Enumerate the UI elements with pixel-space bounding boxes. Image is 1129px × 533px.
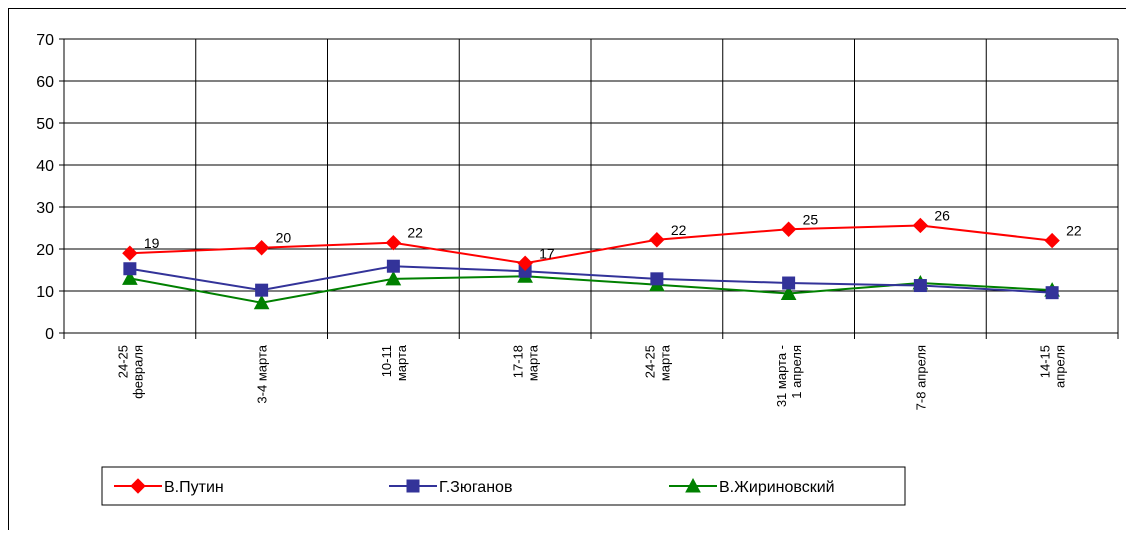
series-layer bbox=[122, 217, 1060, 310]
data-point bbox=[1045, 286, 1059, 300]
data-point bbox=[1044, 232, 1060, 249]
legend-label: В.Жириновский bbox=[719, 479, 835, 496]
chart-frame: 0 10 20 30 40 50 60 70 24-25 февраля 3-4 марта 10-1… bbox=[8, 8, 1126, 530]
data-point bbox=[650, 272, 664, 286]
x-tick-label: апреля bbox=[1053, 345, 1068, 388]
data-label: 19 bbox=[144, 235, 160, 251]
x-tick-label: 17-18 bbox=[511, 345, 526, 378]
x-tick-label: февраля bbox=[130, 345, 145, 399]
legend-item: В.Жириновский bbox=[669, 477, 835, 496]
legend-item: В.Путин bbox=[114, 478, 224, 496]
x-tick-label: марта bbox=[657, 344, 672, 381]
data-point bbox=[122, 270, 138, 285]
data-label-layer: 19 20 22 17 22 25 26 22 bbox=[144, 207, 1082, 261]
y-tick-label: 50 bbox=[36, 116, 54, 133]
legend-label: В.Путин bbox=[164, 479, 224, 496]
x-tick-label: 3-4 марта bbox=[255, 344, 270, 403]
data-point bbox=[780, 221, 797, 237]
data-point bbox=[253, 240, 270, 256]
x-tick-label: 31 марта - bbox=[774, 345, 789, 407]
x-tick-label: 7-8 апреля bbox=[913, 345, 928, 410]
x-tick-label: 24-25 bbox=[642, 345, 657, 378]
data-label: 22 bbox=[407, 225, 423, 241]
series-line bbox=[129, 224, 1053, 265]
data-point bbox=[913, 279, 927, 293]
data-point bbox=[253, 294, 270, 310]
legend-box bbox=[101, 466, 906, 506]
data-point bbox=[649, 232, 665, 248]
data-point bbox=[385, 270, 402, 286]
data-point bbox=[255, 283, 269, 297]
data-point bbox=[385, 234, 402, 251]
data-label: 20 bbox=[276, 230, 292, 246]
legend-item: Г.Зюганов bbox=[389, 479, 512, 496]
data-point bbox=[386, 259, 400, 273]
legend-label: Г.Зюганов bbox=[439, 479, 512, 496]
data-point bbox=[122, 245, 138, 261]
legend-swatch-marker bbox=[406, 479, 420, 493]
x-tick-label: 1 апреля bbox=[789, 345, 804, 399]
legend-swatch-marker bbox=[685, 477, 701, 493]
x-tick-label: марта bbox=[394, 344, 409, 381]
legend: В.Путин Г.Зюганов В.Жириновский bbox=[101, 466, 906, 506]
x-tick-label: 24-25 bbox=[115, 345, 130, 378]
grid-layer bbox=[63, 38, 1119, 334]
x-tick-label: 10-11 bbox=[379, 345, 394, 377]
data-label: 26 bbox=[934, 207, 950, 223]
data-point bbox=[517, 255, 533, 271]
y-tick-label: 70 bbox=[36, 32, 54, 49]
y-tick-label: 10 bbox=[36, 284, 54, 301]
data-label: 25 bbox=[803, 211, 819, 227]
data-point bbox=[123, 262, 137, 276]
data-label: 22 bbox=[1066, 223, 1082, 239]
series-1 bbox=[123, 259, 1059, 300]
data-point bbox=[780, 285, 797, 301]
series-0 bbox=[122, 217, 1060, 271]
y-tick-label: 30 bbox=[36, 200, 54, 217]
y-tick-label: 60 bbox=[36, 74, 54, 91]
y-tick-label: 0 bbox=[45, 326, 54, 343]
data-label: 17 bbox=[539, 245, 555, 261]
x-tick-label: марта bbox=[526, 344, 541, 381]
data-point bbox=[782, 276, 796, 290]
series-line bbox=[129, 265, 1053, 294]
y-tick-label: 40 bbox=[36, 158, 54, 175]
data-label: 22 bbox=[671, 222, 687, 238]
legend-swatch-marker bbox=[130, 478, 146, 494]
data-point bbox=[912, 217, 929, 234]
x-tick-label: 14-15 bbox=[1038, 345, 1053, 378]
y-tick-label: 20 bbox=[36, 242, 54, 259]
